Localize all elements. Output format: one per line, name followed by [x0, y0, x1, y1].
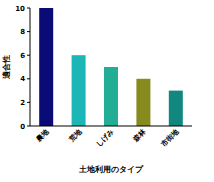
bar — [169, 91, 183, 126]
bar — [136, 79, 150, 126]
y-axis — [30, 8, 31, 126]
x-tick-label: 森林 — [132, 127, 149, 144]
y-tick-label: 8 — [20, 28, 25, 36]
x-tick-label: 市街地 — [158, 126, 181, 149]
y-tick — [27, 126, 30, 127]
y-axis-title: 適合性 — [1, 55, 11, 80]
x-axis-title: 土地利用のタイプ — [78, 165, 144, 174]
y-tick — [27, 31, 30, 32]
y-tick — [27, 78, 30, 79]
bars — [39, 8, 183, 126]
chart: 0 2 4 6 8 10 農地荒地しげみ森林市街地土地利用のタイプ 適合性 — [0, 0, 214, 182]
bar — [39, 8, 53, 126]
y-tick — [27, 102, 30, 103]
y-tick-label: 2 — [20, 99, 25, 107]
y-tick-label: 4 — [20, 75, 25, 83]
y-tick-label: 6 — [20, 52, 25, 60]
bar — [72, 55, 86, 126]
y-tick-label: 0 — [20, 123, 25, 131]
x-axis — [30, 126, 192, 127]
y-tick — [27, 55, 30, 56]
y-tick — [27, 8, 30, 9]
x-tick-label: 荒地 — [67, 127, 84, 144]
x-tick-label: しげみ — [95, 128, 116, 149]
y-tick-label: 10 — [15, 5, 25, 13]
bar — [104, 67, 118, 126]
x-tick-label: 農地 — [34, 127, 51, 144]
